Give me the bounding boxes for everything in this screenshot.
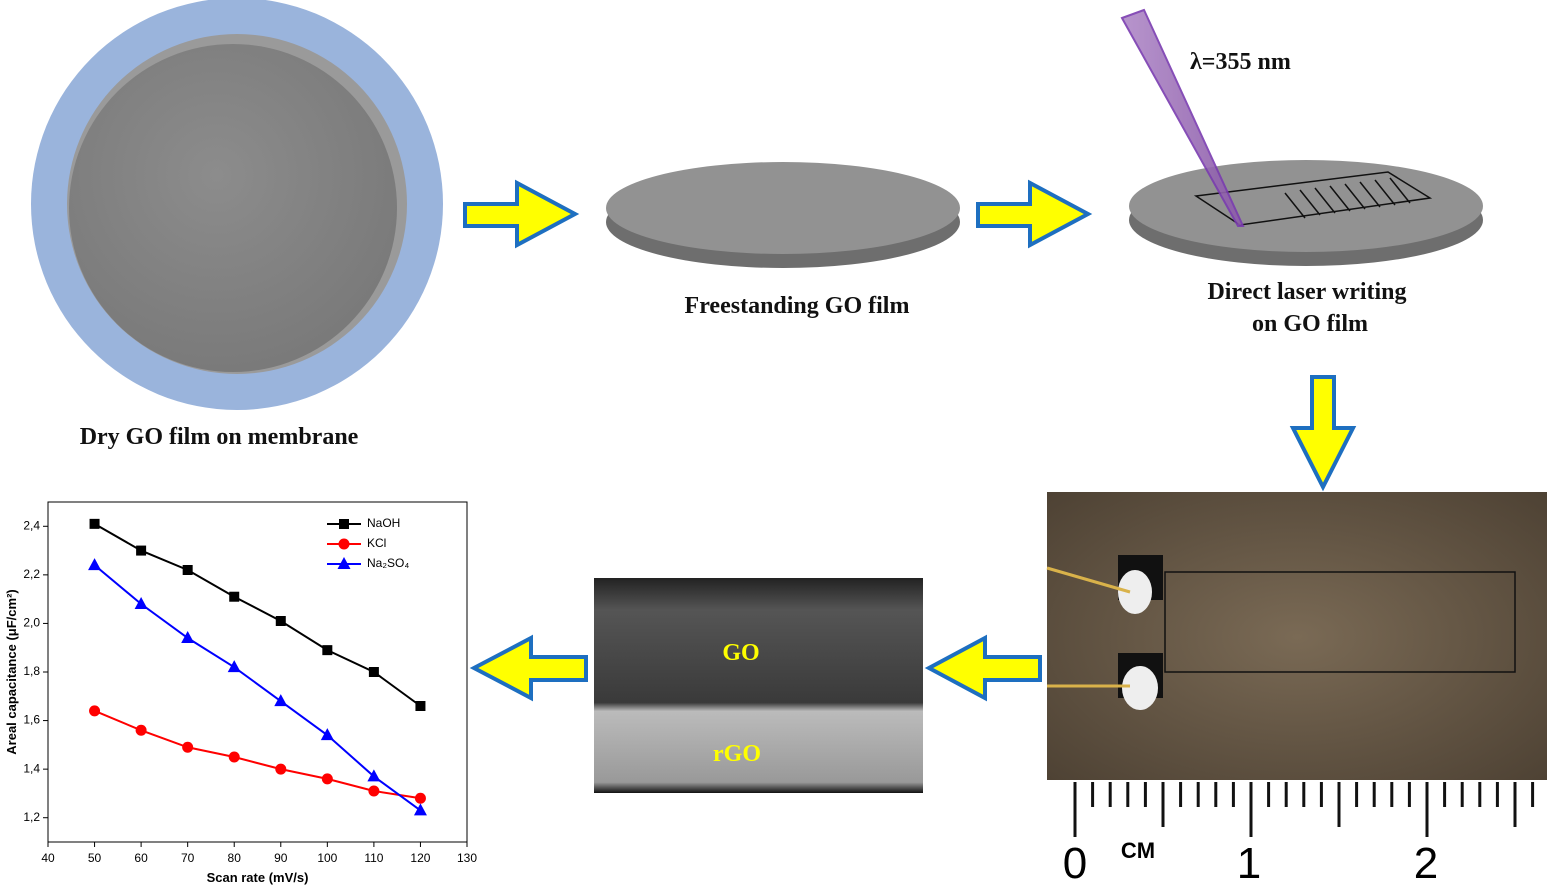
legend-marker bbox=[338, 538, 350, 550]
ruler bbox=[1047, 780, 1547, 886]
point bbox=[275, 763, 287, 775]
film-top bbox=[606, 162, 960, 254]
x-tick-label: 40 bbox=[41, 851, 55, 865]
point bbox=[182, 565, 193, 575]
legend-label: NaOH bbox=[367, 516, 400, 530]
plot-frame bbox=[47, 501, 468, 843]
arrow bbox=[463, 179, 580, 249]
x-tick-label: 110 bbox=[364, 851, 383, 865]
x-tick-label: 70 bbox=[181, 851, 195, 865]
arrows bbox=[463, 179, 1357, 702]
caption: Dry GO film on membrane bbox=[80, 424, 359, 450]
film-top bbox=[1129, 160, 1483, 252]
sem-label: GO bbox=[722, 640, 759, 666]
point bbox=[321, 773, 333, 785]
point bbox=[181, 631, 195, 643]
x-tick-label: 130 bbox=[457, 851, 477, 865]
point bbox=[368, 667, 379, 677]
y-tick-label: 1,4 bbox=[23, 761, 40, 775]
point bbox=[136, 545, 147, 556]
legend-label: Na₂SO₄ bbox=[367, 556, 409, 570]
ruler-unit: CM bbox=[1121, 838, 1155, 863]
legend-marker bbox=[339, 519, 349, 529]
point bbox=[368, 785, 380, 797]
ruler-label: 0 bbox=[1063, 839, 1087, 886]
x-axis-label: Scan rate (mV/s) bbox=[207, 870, 309, 885]
series-line bbox=[94, 522, 422, 707]
sem-image bbox=[594, 578, 923, 793]
contact bbox=[1118, 570, 1152, 614]
y-tick-label: 1,8 bbox=[23, 664, 40, 678]
point bbox=[322, 645, 333, 656]
legend-marker bbox=[337, 557, 351, 569]
point bbox=[413, 803, 427, 816]
ruler-label: 2 bbox=[1414, 839, 1438, 886]
point bbox=[274, 694, 288, 707]
point bbox=[367, 769, 381, 782]
arrow bbox=[976, 179, 1093, 249]
point bbox=[229, 591, 240, 602]
x-tick-label: 100 bbox=[317, 851, 337, 865]
point bbox=[134, 597, 148, 609]
point bbox=[182, 741, 194, 753]
y-tick-label: 2,2 bbox=[23, 567, 40, 581]
wire bbox=[1046, 566, 1131, 594]
y-axis-label: Areal capacitance (μF/cm²) bbox=[4, 589, 19, 754]
legend-label: KCl bbox=[367, 536, 386, 550]
y-tick-label: 1,6 bbox=[23, 713, 40, 727]
point bbox=[415, 701, 426, 711]
arrow bbox=[1289, 375, 1357, 492]
y-tick-label: 2,4 bbox=[23, 518, 40, 532]
point bbox=[88, 558, 102, 571]
point bbox=[275, 616, 286, 626]
point bbox=[227, 660, 241, 673]
sem-label: rGO bbox=[713, 741, 761, 767]
point bbox=[228, 751, 240, 763]
x-tick-label: 60 bbox=[134, 851, 148, 865]
caption: Freestanding GO film bbox=[685, 293, 910, 319]
pattern bbox=[1193, 171, 1433, 226]
caption: on GO film bbox=[1252, 311, 1368, 337]
point bbox=[320, 728, 334, 741]
arrow bbox=[469, 634, 588, 702]
point bbox=[135, 724, 147, 736]
wavelength: λ=355 nm bbox=[1190, 49, 1291, 75]
series-line bbox=[93, 564, 422, 812]
electrode bbox=[1164, 571, 1516, 673]
series-line bbox=[94, 709, 421, 800]
x-tick-label: 50 bbox=[88, 851, 102, 865]
ruler-ticks bbox=[1073, 782, 1535, 837]
ruler-label: 1 bbox=[1237, 839, 1261, 886]
chart: 40 50 60 70 80 90 100 110 120 130 1,2 1,4 1,6 1,8 2,0 2… bbox=[4, 501, 477, 885]
laser-beam bbox=[1120, 8, 1245, 227]
point bbox=[89, 518, 100, 529]
x-tick-label: 90 bbox=[274, 851, 288, 865]
point bbox=[414, 792, 426, 804]
x-tick-label: 120 bbox=[410, 851, 430, 865]
go-film bbox=[69, 44, 397, 372]
caption: Direct laser writing bbox=[1207, 279, 1406, 305]
arrow bbox=[924, 634, 1042, 702]
contact bbox=[1122, 666, 1158, 710]
x-tick-label: 80 bbox=[228, 851, 242, 865]
y-tick-label: 2,0 bbox=[23, 616, 40, 630]
point bbox=[89, 705, 101, 717]
device-photo bbox=[1047, 492, 1547, 782]
y-tick-label: 1,2 bbox=[23, 810, 40, 824]
